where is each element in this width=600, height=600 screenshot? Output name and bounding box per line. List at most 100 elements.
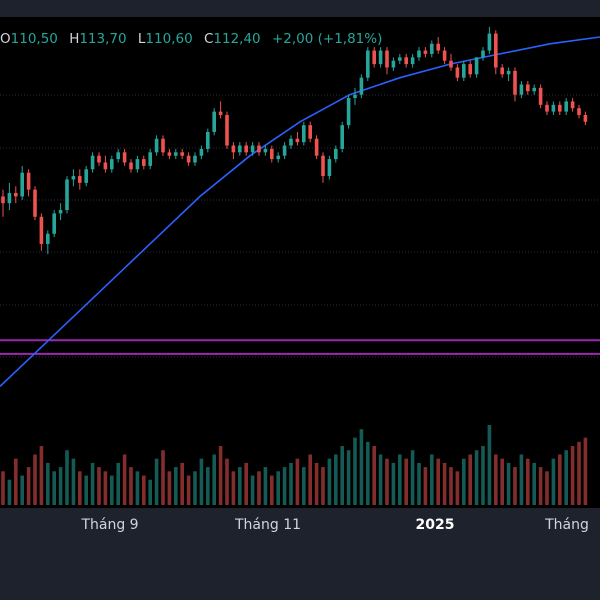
x-axis-band [0, 508, 600, 542]
candle [564, 98, 568, 115]
candle [97, 152, 101, 166]
volume-bar [359, 429, 364, 505]
candle [513, 67, 517, 102]
open-value: 110,50 [10, 31, 58, 47]
low-label: L [137, 31, 146, 47]
horizontal-levels [0, 339, 600, 355]
candle [14, 186, 18, 204]
volume-bar [519, 454, 524, 505]
candle-body [78, 176, 82, 183]
candle-body [577, 108, 581, 115]
candle-body [289, 138, 293, 146]
volume-bar [116, 462, 120, 505]
volume-bar [481, 446, 485, 505]
candle [442, 47, 447, 65]
candle [366, 47, 370, 82]
candle-body [436, 43, 440, 51]
x-tick-label: Tháng 9 [80, 517, 138, 533]
high-label: H [69, 31, 80, 47]
volume-bar [506, 462, 511, 505]
volume-bar [270, 475, 274, 505]
volume-bar [142, 475, 146, 505]
candle-body [327, 159, 332, 177]
volume-bar [538, 467, 543, 505]
volume-bar [244, 462, 248, 505]
candle-body [532, 87, 536, 92]
candle [583, 111, 588, 126]
candle-body [257, 145, 261, 153]
candle-body [410, 57, 415, 65]
candle [122, 148, 127, 166]
candle-body [442, 50, 447, 61]
volume-bar [308, 454, 312, 505]
candle [359, 74, 364, 99]
candle-body [314, 138, 319, 156]
candle [570, 98, 575, 112]
candle [302, 121, 306, 146]
candle-body [481, 50, 485, 58]
candle [436, 36, 440, 54]
candle [225, 111, 229, 149]
candle [154, 135, 159, 156]
candle-body [487, 33, 492, 51]
volume-bar [289, 462, 293, 505]
volume-bar [583, 437, 588, 505]
candle-body [142, 159, 146, 166]
candle-body [199, 148, 204, 156]
candle-body [193, 155, 197, 163]
open-label: O [0, 31, 11, 47]
volume-bar [250, 475, 255, 505]
candle [500, 64, 504, 78]
volume-bar [110, 475, 114, 505]
candle-body [250, 145, 255, 153]
candle-body [449, 60, 453, 68]
volume-bar [52, 471, 56, 505]
candle [58, 203, 63, 221]
candle-body [308, 125, 312, 139]
volume-bar [238, 467, 242, 505]
candle [391, 57, 396, 71]
candle-body [84, 169, 88, 183]
volume-bar [378, 454, 383, 505]
x-tick-label: Tháng 11 [234, 517, 301, 533]
candle [410, 53, 415, 68]
candle-body [206, 131, 210, 149]
candle [398, 53, 402, 65]
volume-bars [1, 425, 588, 505]
volume-bar [295, 458, 300, 505]
volume-bar [391, 462, 396, 505]
volume-bar [577, 441, 581, 505]
candle [295, 131, 300, 146]
candle-body [26, 172, 31, 190]
candle-body [295, 138, 300, 143]
candle [257, 142, 261, 156]
change-value: +2,00 (+1,81%) [271, 31, 383, 47]
candle-body [282, 145, 287, 156]
candle-body [238, 145, 242, 153]
candle-body [538, 87, 543, 105]
candle-body [52, 213, 56, 234]
candle-body [346, 98, 351, 126]
candle-body [167, 152, 172, 156]
candle-body [372, 50, 376, 65]
volume-bar [551, 458, 556, 505]
candle [52, 210, 56, 238]
candle-body [398, 57, 402, 61]
candle-body [385, 50, 389, 68]
volume-bar [398, 454, 402, 505]
low-value: 110,60 [145, 31, 193, 47]
candle [84, 165, 88, 187]
volume-bar [526, 458, 530, 505]
candle-body [231, 145, 236, 153]
ohlc-legend: O110,50 H113,70 L110,60 C112,40 +2,00 (+… [0, 31, 382, 53]
candle [110, 155, 114, 173]
candle [103, 155, 108, 173]
volume-bar [340, 446, 344, 505]
volume-bar [84, 475, 88, 505]
candle-body [558, 104, 562, 112]
candle-body [135, 159, 140, 170]
candle [455, 64, 460, 82]
candle [506, 67, 511, 82]
candle-body [276, 155, 280, 160]
